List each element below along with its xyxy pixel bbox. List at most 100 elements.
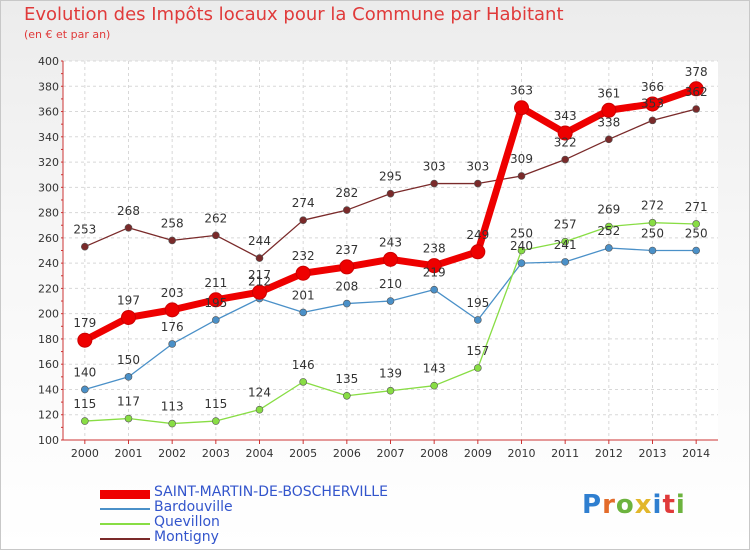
data-label-montigny: 309 xyxy=(510,152,533,166)
y-tick-label: 280 xyxy=(38,207,59,220)
data-point-montigny xyxy=(168,236,176,245)
y-tick-label: 120 xyxy=(38,409,59,422)
data-point-bardouville xyxy=(212,316,220,324)
data-point-montigny xyxy=(386,189,395,198)
y-tick-label: 360 xyxy=(38,106,59,119)
y-tick-label: 340 xyxy=(38,131,59,144)
data-point-quevillon xyxy=(692,220,700,228)
data-label-saint-martin-de-boscherville: 363 xyxy=(510,84,533,98)
data-label-quevillon: 135 xyxy=(335,372,358,386)
data-label-quevillon: 139 xyxy=(379,367,402,381)
data-label-bardouville: 212 xyxy=(248,275,271,289)
data-label-saint-martin-de-boscherville: 237 xyxy=(335,243,358,257)
data-point-montigny xyxy=(561,155,569,164)
logo-letter: t xyxy=(662,490,676,520)
data-label-saint-martin-de-boscherville: 366 xyxy=(641,80,664,94)
data-label-montigny: 244 xyxy=(248,234,271,248)
y-tick-label: 180 xyxy=(38,333,59,346)
data-point-quevillon xyxy=(430,381,438,390)
data-point-quevillon xyxy=(343,391,351,400)
data-point-quevillon xyxy=(212,417,220,425)
data-point-saint-martin-de-boscherville xyxy=(470,244,486,260)
data-label-bardouville: 219 xyxy=(423,266,446,280)
y-tick-label: 160 xyxy=(38,358,59,371)
data-point-saint-martin-de-boscherville xyxy=(426,258,442,274)
data-point-montigny xyxy=(605,135,613,144)
legend-label: Quevillon xyxy=(154,514,220,530)
data-label-bardouville: 241 xyxy=(554,238,577,252)
data-point-bardouville xyxy=(692,246,700,255)
data-label-quevillon: 272 xyxy=(641,199,664,213)
y-tick-label: 240 xyxy=(38,257,59,270)
legend-label: SAINT-MARTIN-DE-BOSCHERVILLE xyxy=(154,484,388,500)
y-tick-label: 260 xyxy=(38,232,59,245)
legend-label: Bardouville xyxy=(154,499,233,515)
data-point-montigny xyxy=(648,116,657,125)
data-point-quevillon xyxy=(81,417,89,425)
data-label-bardouville: 208 xyxy=(335,280,358,294)
data-label-quevillon: 115 xyxy=(73,397,96,411)
x-tick-label: 2000 xyxy=(71,447,99,460)
chart-title: Evolution des Impôts locaux pour la Comm… xyxy=(24,4,564,25)
x-tick-label: 2002 xyxy=(158,447,186,460)
data-point-montigny xyxy=(692,105,700,113)
data-point-montigny xyxy=(81,242,89,251)
data-label-saint-martin-de-boscherville: 217 xyxy=(248,268,271,282)
data-point-bardouville xyxy=(386,297,395,305)
data-label-montigny: 362 xyxy=(685,85,708,99)
chart-subtitle: (en € et par an) xyxy=(24,28,111,41)
x-tick-label: 2013 xyxy=(639,447,667,460)
x-tick-label: 2011 xyxy=(551,447,579,460)
data-label-bardouville: 195 xyxy=(204,296,227,310)
data-point-saint-martin-de-boscherville xyxy=(164,302,180,318)
data-point-saint-martin-de-boscherville xyxy=(557,125,573,141)
data-point-quevillon xyxy=(605,222,613,231)
data-label-saint-martin-de-boscherville: 361 xyxy=(597,86,620,100)
data-label-montigny: 262 xyxy=(204,211,227,225)
data-point-bardouville xyxy=(299,308,307,317)
data-label-montigny: 303 xyxy=(423,160,446,174)
data-label-montigny: 322 xyxy=(554,136,577,150)
data-label-montigny: 253 xyxy=(73,223,96,237)
x-tick-label: 2012 xyxy=(595,447,623,460)
data-point-bardouville xyxy=(561,258,569,266)
data-label-saint-martin-de-boscherville: 203 xyxy=(161,286,184,300)
data-label-bardouville: 250 xyxy=(641,227,664,241)
data-label-montigny: 282 xyxy=(335,186,358,200)
y-tick-label: 100 xyxy=(38,434,59,447)
data-label-montigny: 258 xyxy=(161,216,184,230)
logo-letter: P xyxy=(582,490,603,520)
data-point-quevillon xyxy=(168,419,176,428)
data-point-montigny xyxy=(430,179,438,188)
legend-swatch xyxy=(100,508,150,510)
data-label-bardouville: 201 xyxy=(292,288,315,302)
data-label-quevillon: 143 xyxy=(423,362,446,376)
data-label-bardouville: 250 xyxy=(685,227,708,241)
legend-swatch xyxy=(100,489,150,499)
logo-letter: i xyxy=(675,490,686,520)
data-point-montigny xyxy=(474,179,482,188)
logo-letter: i xyxy=(652,490,663,520)
x-tick-label: 2008 xyxy=(420,447,448,460)
data-point-saint-martin-de-boscherville xyxy=(121,309,136,325)
data-label-montigny: 268 xyxy=(117,204,140,218)
data-point-saint-martin-de-boscherville xyxy=(77,332,93,348)
logo-letter: r xyxy=(602,490,616,520)
data-label-bardouville: 140 xyxy=(73,365,96,379)
data-label-montigny: 338 xyxy=(597,115,620,129)
data-label-quevillon: 157 xyxy=(466,344,489,358)
x-tick-label: 2006 xyxy=(333,447,361,460)
data-point-bardouville xyxy=(430,285,438,294)
data-point-saint-martin-de-boscherville xyxy=(208,292,224,308)
data-label-saint-martin-de-boscherville: 211 xyxy=(204,276,227,290)
logo-letter: o xyxy=(615,490,635,520)
data-label-montigny: 295 xyxy=(379,170,402,184)
data-label-montigny: 274 xyxy=(292,196,315,210)
x-tick-label: 2009 xyxy=(464,447,492,460)
data-label-saint-martin-de-boscherville: 343 xyxy=(554,109,577,123)
data-label-saint-martin-de-boscherville: 232 xyxy=(292,249,315,263)
data-label-saint-martin-de-boscherville: 378 xyxy=(685,65,708,79)
data-point-quevillon xyxy=(561,237,569,246)
data-point-bardouville xyxy=(168,340,176,348)
